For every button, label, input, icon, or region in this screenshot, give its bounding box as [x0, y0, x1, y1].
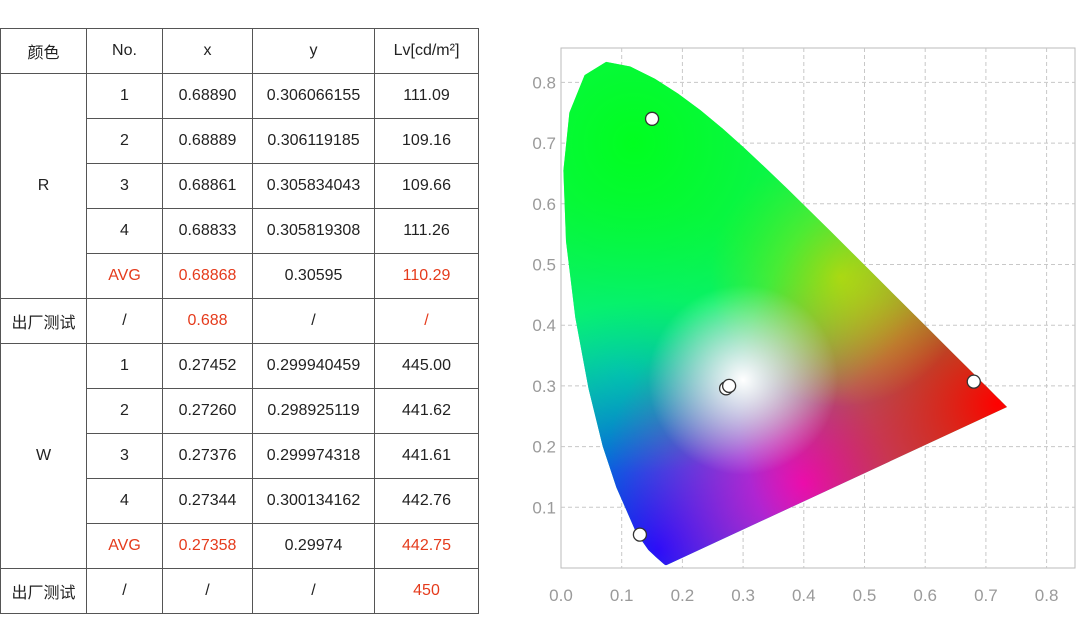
lv-cell: 445.00 [374, 343, 479, 389]
factory-test-row: 出厂测试 / //450 [0, 568, 479, 614]
lv-cell: 109.16 [374, 118, 479, 164]
avg-row: AVG 0.27358 0.29974 442.75 [1, 523, 479, 569]
x-cell: 0.27452 [162, 343, 253, 389]
y-cell: 0.299974318 [252, 433, 375, 479]
table-row: 4 0.68833 0.305819308 111.26 [1, 208, 479, 254]
data-point [966, 374, 981, 389]
factory-label-cell: 出厂测试 [0, 568, 87, 614]
y-tick-label: 0.3 [532, 377, 556, 396]
x-tick-label: 0.3 [731, 586, 755, 605]
y-cell: 0.299940459 [252, 343, 375, 389]
data-point [632, 527, 648, 542]
y-cell: 0.300134162 [252, 478, 375, 524]
avg-label-cell: AVG [86, 253, 163, 299]
x-cell: 0.68889 [162, 118, 253, 164]
x-cell: 0.27260 [162, 388, 253, 434]
avg-y-cell: 0.29974 [252, 523, 375, 569]
x-tick-label: 0.8 [1035, 586, 1059, 605]
avg-row: AVG 0.68868 0.30595 110.29 [1, 253, 479, 299]
x-cell: 0.27376 [162, 433, 253, 479]
lv-cell: 441.62 [374, 388, 479, 434]
y-cell: 0.306066155 [252, 73, 375, 119]
lv-cell: 111.26 [374, 208, 479, 254]
table-row: 2 0.68889 0.306119185 109.16 [1, 118, 479, 164]
no-cell: 3 [86, 163, 163, 209]
x-tick-label: 0.1 [610, 586, 634, 605]
table-row: W 1 0.27452 0.299940459 445.00 [0, 343, 479, 569]
data-point [644, 111, 660, 126]
y-tick-label: 0.8 [532, 73, 556, 92]
factory-label-cell: 出厂测试 [0, 298, 87, 344]
lv-cell: 442.76 [374, 478, 479, 524]
cie-chart-svg: 0.0 0.1 0.2 0.3 0.4 0.5 0.6 0.7 0.8 0.1 0.2 0.3 0.4 0… [532, 47, 1076, 605]
lv-cell: 441.61 [374, 433, 479, 479]
measurement-table: 颜色 No. x y Lv[cd/m²] R 1 0.68890 0.306066155 111.… [0, 28, 479, 614]
y-header: y [252, 28, 375, 74]
x-tick-label: 0.5 [853, 586, 877, 605]
y-tick-label: 0.4 [532, 316, 556, 335]
lv-cell: 109.66 [374, 163, 479, 209]
factory-x-cell: 0.688 [162, 298, 253, 344]
y-cell: 0.298925119 [252, 388, 375, 434]
x-tick-label: 0.4 [792, 586, 816, 605]
y-tick-label: 0.2 [532, 438, 556, 457]
table-header-row: 颜色 No. x y Lv[cd/m²] [0, 28, 479, 74]
color-label-cell: W [0, 343, 87, 569]
x-tick-label: 0.7 [974, 586, 998, 605]
factory-lv-cell: 450 [374, 568, 479, 614]
factory-y-cell: / [252, 298, 375, 344]
no-cell: 2 [86, 388, 163, 434]
x-header: x [162, 28, 253, 74]
table-row: R 1 0.68890 0.306066155 111.09 [0, 73, 479, 299]
y-tick-label: 0.6 [532, 195, 556, 214]
y-tick-label: 0.1 [532, 498, 556, 517]
x-tick-label: 0.6 [913, 586, 937, 605]
data-point [721, 378, 737, 394]
avg-lv-cell: 442.75 [374, 523, 479, 569]
table-row: 3 0.68861 0.305834043 109.66 [1, 163, 479, 209]
factory-lv-cell: / [374, 298, 479, 344]
no-cell: 1 [86, 343, 163, 389]
x-cell: 0.68861 [162, 163, 253, 209]
factory-x-cell: / [162, 568, 253, 614]
table-row: 4 0.27344 0.300134162 442.76 [1, 478, 479, 524]
lv-header: Lv[cd/m²] [374, 28, 479, 74]
factory-no-cell: / [86, 298, 163, 344]
cie-chart: 0.0 0.1 0.2 0.3 0.4 0.5 0.6 0.7 0.8 0.1 0.2 0.3 0.4 0… [520, 28, 1080, 624]
factory-test-row: 出厂测试/0.688// [0, 298, 479, 344]
color-label-cell: R [0, 73, 87, 299]
factory-no-cell: / [86, 568, 163, 614]
avg-x-cell: 0.27358 [162, 523, 253, 569]
x-cell: 0.27344 [162, 478, 253, 524]
y-tick-label: 0.7 [532, 134, 556, 153]
x-cell: 0.68890 [162, 73, 253, 119]
no-cell: 4 [86, 478, 163, 524]
avg-lv-cell: 110.29 [374, 253, 479, 299]
y-cell: 0.306119185 [252, 118, 375, 164]
y-cell: 0.305834043 [252, 163, 375, 209]
no-header: No. [86, 28, 163, 74]
table-row: 3 0.27376 0.299974318 441.61 [1, 433, 479, 479]
avg-x-cell: 0.68868 [162, 253, 253, 299]
x-cell: 0.68833 [162, 208, 253, 254]
y-cell: 0.305819308 [252, 208, 375, 254]
y-tick-label: 0.5 [532, 256, 556, 275]
lv-cell: 111.09 [374, 73, 479, 119]
no-cell: 1 [86, 73, 163, 119]
color-header: 颜色 [0, 28, 87, 74]
measurement-table-container: 颜色 No. x y Lv[cd/m²] R 1 0.68890 0.306066155 111.… [0, 28, 479, 614]
no-cell: 2 [86, 118, 163, 164]
factory-y-cell: / [252, 568, 375, 614]
x-tick-label: 0.2 [671, 586, 695, 605]
no-cell: 4 [86, 208, 163, 254]
table-row: 2 0.27260 0.298925119 441.62 [1, 388, 479, 434]
avg-y-cell: 0.30595 [252, 253, 375, 299]
no-cell: 3 [86, 433, 163, 479]
avg-label-cell: AVG [86, 523, 163, 569]
x-tick-label: 0.0 [549, 586, 573, 605]
